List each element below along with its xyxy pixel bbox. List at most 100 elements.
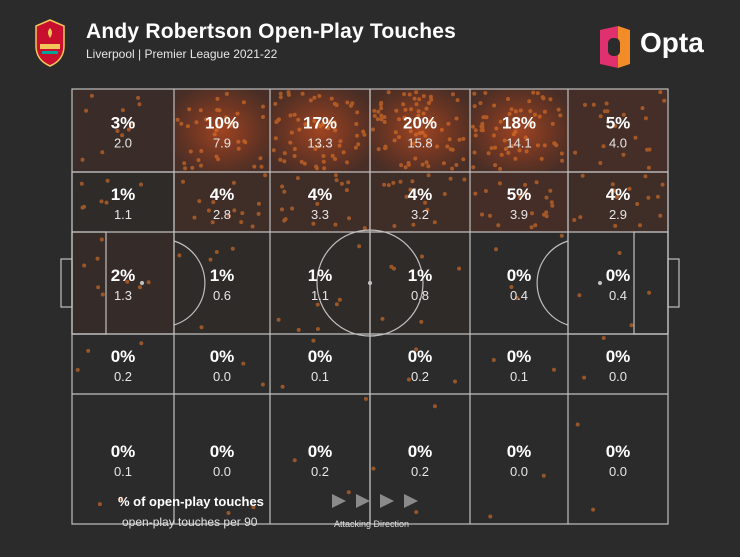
touch-dot (212, 132, 217, 137)
cell-per90-label: 0.0 (609, 464, 627, 479)
heat-cell (470, 89, 568, 172)
cell-per90-label: 0.1 (311, 369, 329, 384)
touch-dot (389, 264, 394, 269)
cell-per90-label: 0.4 (609, 288, 627, 303)
touch-dot (424, 106, 429, 111)
touch-dot (181, 179, 185, 184)
touch-dot (224, 115, 229, 120)
touch-dot (548, 188, 553, 193)
touch-dot (321, 159, 326, 164)
touch-dot (208, 257, 213, 262)
touch-dot (575, 422, 580, 427)
touch-dot (355, 110, 360, 115)
touch-dot (356, 142, 361, 147)
touch-dot (426, 173, 431, 178)
touch-dot (426, 140, 431, 145)
touch-dot (215, 96, 220, 101)
touch-dot (175, 117, 180, 122)
touch-dot (240, 211, 245, 216)
touch-dot (430, 118, 435, 123)
touch-dot (539, 156, 544, 161)
touch-dot (414, 510, 419, 515)
touch-dot (330, 153, 335, 158)
touch-dot (392, 138, 397, 143)
touch-dot (292, 154, 297, 158)
touch-dot (414, 90, 419, 95)
cell-per90-label: 0.1 (510, 369, 528, 384)
touch-dot (197, 199, 202, 204)
touch-dot (523, 182, 528, 187)
touch-dot (424, 160, 429, 165)
cell-per90-label: 3.9 (510, 207, 528, 222)
touch-dot (427, 101, 431, 105)
touch-dot (524, 149, 529, 154)
cell-per90-label: 3.2 (411, 207, 429, 222)
touch-dot (393, 130, 398, 135)
touch-dot (420, 254, 424, 259)
touch-dot (261, 104, 265, 109)
touch-dot (278, 91, 283, 96)
touch-dots (75, 90, 667, 519)
cell-percent-label: 2% (111, 266, 136, 285)
touch-dot (454, 116, 459, 121)
touch-dot (75, 367, 80, 372)
touch-dot (535, 143, 540, 148)
cell-per90-label: 13.3 (307, 136, 332, 151)
touch-dot (572, 218, 577, 222)
touch-dot (483, 115, 487, 120)
touch-dot (292, 147, 297, 151)
touch-dot (499, 152, 504, 157)
heat-cell (174, 89, 270, 172)
touch-dot (503, 147, 508, 151)
cell-per90-label: 1.1 (311, 288, 329, 303)
touch-dot (288, 140, 293, 145)
touch-dot (177, 253, 182, 258)
touch-dot (559, 233, 564, 238)
touch-dot (577, 293, 582, 298)
touch-dot (492, 103, 497, 108)
touch-dot (408, 129, 413, 134)
cell-percent-label: 5% (507, 185, 532, 204)
touch-dot (229, 120, 234, 125)
cell-percent-label: 0% (507, 347, 532, 366)
cell-per90-label: 0.2 (311, 464, 329, 479)
touch-dot (232, 208, 237, 213)
touch-dot (640, 106, 645, 111)
penalty-arc-left (173, 240, 206, 326)
centre-spot (367, 280, 373, 286)
touch-dot (282, 189, 287, 194)
touch-dot (372, 113, 377, 118)
touch-dot (216, 157, 221, 162)
touch-dot (344, 188, 349, 193)
touch-dot (282, 151, 287, 156)
touch-dot (420, 162, 425, 167)
touch-dot (461, 136, 466, 141)
touch-dot (488, 514, 493, 519)
touch-dot (643, 174, 648, 179)
touch-dot (346, 490, 351, 495)
touch-dot (261, 115, 265, 119)
touch-dot (198, 108, 203, 113)
touch-dot (550, 121, 555, 126)
cell-labels: 3% 2.0 10% 7.9 17% 13.3 20% 15.8 18% 14.1 5% 4.0 1% 1… (111, 114, 631, 480)
touch-dot (105, 178, 110, 183)
goal-right (667, 258, 680, 308)
touch-dot (302, 161, 307, 166)
touch-dot (278, 95, 283, 100)
touch-dot (386, 90, 391, 95)
touch-dot (533, 223, 538, 228)
touch-dot (230, 246, 235, 251)
touch-dot (402, 92, 407, 97)
touch-dot (511, 132, 516, 137)
cell-percent-label: 4% (408, 185, 433, 204)
touch-dot (513, 156, 518, 161)
touch-dot (419, 319, 424, 324)
touch-dot (447, 137, 452, 142)
touch-dot (423, 133, 428, 138)
touch-dot (379, 113, 384, 118)
touch-dot (662, 98, 667, 103)
cell-per90-label: 2.8 (213, 207, 231, 222)
cell-percent-label: 20% (403, 114, 437, 133)
touch-dot (472, 150, 477, 155)
cell-percent-label: 5% (606, 114, 631, 133)
